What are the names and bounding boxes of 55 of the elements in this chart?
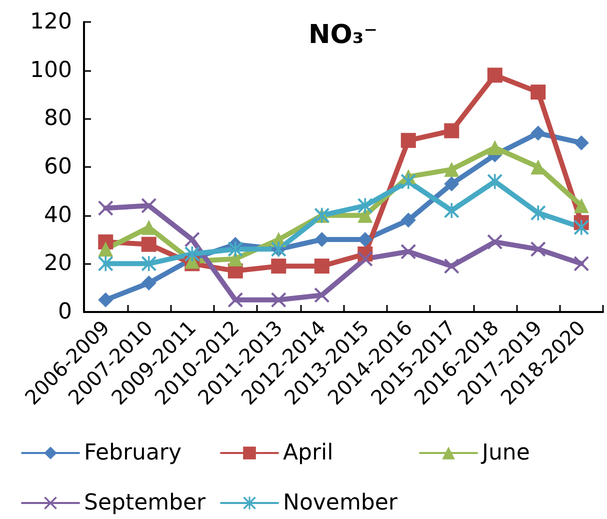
point <box>487 140 502 156</box>
point <box>98 242 114 257</box>
chart-title: NO₃⁻ <box>308 20 378 50</box>
point <box>530 84 546 100</box>
point <box>98 200 114 216</box>
point <box>574 135 589 150</box>
point <box>358 208 373 223</box>
point <box>141 198 156 214</box>
point <box>530 126 546 141</box>
point <box>487 68 502 83</box>
point <box>358 198 373 214</box>
point <box>228 292 243 308</box>
point <box>358 251 373 266</box>
point <box>400 244 416 260</box>
point <box>574 220 589 235</box>
point <box>530 242 546 257</box>
point <box>228 242 243 257</box>
legend-label: September <box>84 490 207 516</box>
point <box>141 236 156 252</box>
point <box>400 132 416 148</box>
point <box>141 256 156 272</box>
point <box>314 288 330 303</box>
point <box>574 198 589 214</box>
point <box>444 123 460 138</box>
point <box>530 205 546 220</box>
legend-label: June <box>480 440 530 466</box>
point <box>444 162 460 177</box>
y-tick-label: 80 <box>44 106 72 132</box>
point <box>141 220 156 235</box>
point <box>487 174 502 189</box>
point <box>444 176 460 192</box>
y-tick-label: 60 <box>44 154 72 180</box>
y-tick-label: 40 <box>44 202 72 228</box>
y-tick-label: 0 <box>58 300 72 324</box>
point <box>574 256 589 272</box>
y-tick-label: 100 <box>30 58 72 83</box>
legend-label: April <box>283 440 334 466</box>
point <box>314 258 330 274</box>
y-tick-label: 20 <box>44 251 72 276</box>
point <box>228 251 243 266</box>
point <box>141 276 156 290</box>
point <box>98 292 114 308</box>
y-tick-label: 120 <box>30 10 72 34</box>
point <box>487 234 502 250</box>
legend-label: February <box>84 440 182 466</box>
point <box>271 292 286 308</box>
point <box>98 256 114 272</box>
point <box>271 258 286 274</box>
point <box>444 258 460 274</box>
point <box>400 212 416 228</box>
point <box>184 232 200 247</box>
point <box>184 246 200 262</box>
legend-label: November <box>283 490 398 516</box>
point <box>400 174 416 189</box>
point <box>444 203 460 218</box>
